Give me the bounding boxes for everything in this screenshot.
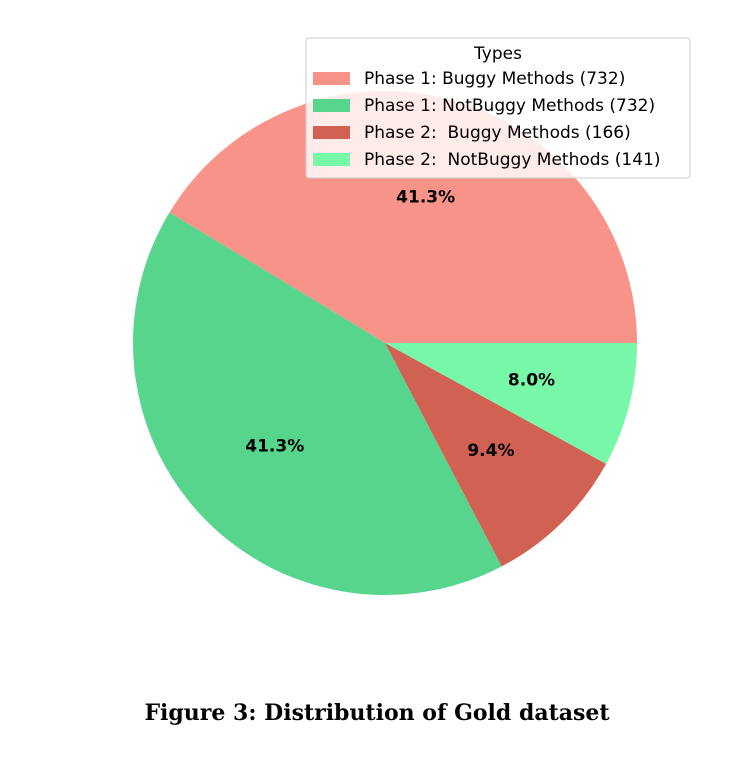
pie-slice-label-4: 8.0% — [508, 370, 555, 390]
pie-slice-label-3: 9.4% — [467, 441, 514, 461]
legend-swatch-2 — [313, 99, 350, 112]
legend-swatch-4 — [313, 153, 350, 166]
legend-swatch-1 — [313, 72, 350, 85]
legend-label-4: Phase 2: NotBuggy Methods (141) — [364, 150, 661, 170]
legend-title: Types — [473, 44, 522, 64]
figure-caption: Figure 3: Distribution of Gold dataset — [144, 700, 610, 726]
pie-slice-label-2: 41.3% — [245, 436, 304, 456]
pie-slice-4 — [385, 343, 637, 464]
legend-label-2: Phase 1: NotBuggy Methods (732) — [364, 96, 655, 116]
pie-percent-labels: 41.3% 41.3% 9.4% 8.0% — [245, 187, 555, 461]
legend-label-3: Phase 2: Buggy Methods (166) — [364, 123, 631, 143]
pie-slice-3 — [385, 343, 607, 567]
legend-frame — [305, 37, 691, 179]
legend-swatch-3 — [313, 126, 350, 139]
legend-items: Phase 1: Buggy Methods (732) Phase 1: Not… — [313, 69, 661, 170]
pie-slice-2 — [133, 212, 502, 595]
legend-label-1: Phase 1: Buggy Methods (732) — [364, 69, 625, 89]
pie-slice-label-1: 41.3% — [396, 187, 455, 207]
pie-chart: 41.3% 41.3% 9.4% 8.0% Types Phase 1: Buggy … — [133, 37, 691, 595]
legend: Types Phase 1: Buggy Methods (732)Phase … — [305, 37, 691, 179]
